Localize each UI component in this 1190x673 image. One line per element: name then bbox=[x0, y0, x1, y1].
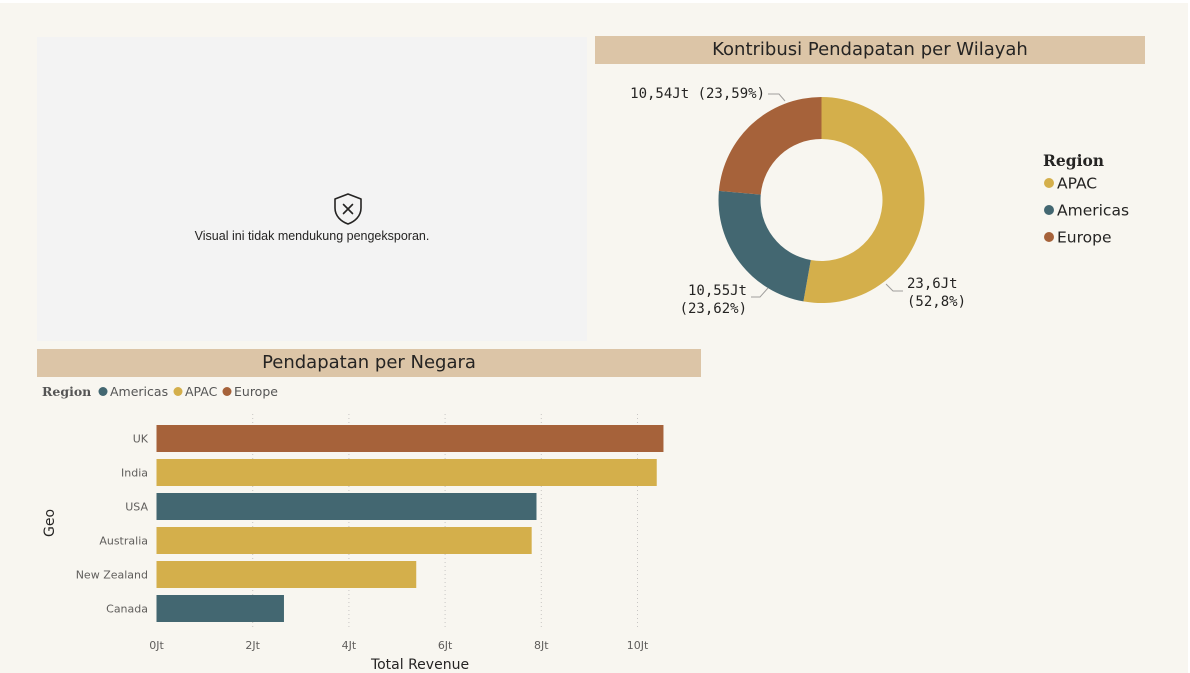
donut-leader-line bbox=[751, 287, 769, 298]
y-category-label: UK bbox=[133, 433, 149, 446]
bar-usa[interactable] bbox=[156, 493, 537, 520]
bar-canada[interactable] bbox=[156, 595, 284, 622]
donut-slice-europe[interactable] bbox=[718, 97, 822, 195]
y-category-label: New Zealand bbox=[76, 569, 148, 582]
donut-chart-title: Kontribusi Pendapatan per Wilayah bbox=[595, 36, 1145, 64]
bar-chart: Region Americas APAC Europe 0Jt 2Jt 4Jt 6Jt 8Jt 1… bbox=[42, 384, 664, 673]
bar-legend-title: Region bbox=[42, 384, 91, 399]
bar-legend-item-apac[interactable]: APAC bbox=[185, 384, 218, 399]
bar-legend-dot-apac bbox=[173, 387, 183, 396]
donut-data-label: 10,54Jt (23,59%) bbox=[630, 86, 765, 102]
bar-legend-item-americas[interactable]: Americas bbox=[110, 384, 168, 399]
legend-dot-americas bbox=[1044, 205, 1054, 215]
donut-legend-title: Region bbox=[1043, 151, 1104, 170]
donut-slice-americas[interactable] bbox=[718, 190, 811, 302]
bar-australia[interactable] bbox=[156, 527, 532, 554]
legend-item-americas[interactable]: Americas bbox=[1057, 202, 1129, 220]
donut-data-label: 23,6Jt bbox=[907, 276, 958, 292]
y-category-label: USA bbox=[125, 501, 148, 514]
donut-percent-label: (23,62%) bbox=[680, 301, 747, 317]
x-tick-label: 6Jt bbox=[438, 639, 453, 652]
y-category-label: Canada bbox=[106, 603, 148, 616]
legend-dot-apac bbox=[1044, 178, 1054, 188]
x-tick-label: 0Jt bbox=[149, 639, 164, 652]
legend-item-apac[interactable]: APAC bbox=[1057, 175, 1097, 193]
y-axis-title: Geo bbox=[42, 509, 58, 537]
bar-chart-title: Pendapatan per Negara bbox=[37, 349, 701, 377]
unsupported-visual-placeholder: Visual ini tidak mendukung pengeksporan. bbox=[37, 37, 587, 341]
legend-dot-europe bbox=[1044, 232, 1054, 242]
bar-uk[interactable] bbox=[156, 425, 664, 452]
x-tick-label: 10Jt bbox=[627, 639, 649, 652]
bar-legend-item-europe[interactable]: Europe bbox=[234, 384, 278, 399]
placeholder-message: Visual ini tidak mendukung pengeksporan. bbox=[194, 229, 430, 243]
donut-chart: 23,6Jt (52,8%) 10,55Jt (23,62%) 10,54Jt (23,… bbox=[630, 86, 1129, 317]
donut-leader-line bbox=[885, 283, 903, 292]
donut-slice-apac[interactable] bbox=[803, 97, 925, 303]
y-category-label: India bbox=[121, 467, 148, 480]
donut-leader-line bbox=[768, 93, 786, 102]
x-axis-title: Total Revenue bbox=[370, 657, 469, 673]
x-tick-label: 8Jt bbox=[534, 639, 549, 652]
bar-new-zealand[interactable] bbox=[156, 561, 417, 588]
donut-percent-label: (52,8%) bbox=[907, 294, 966, 310]
bar-legend-dot-americas bbox=[98, 387, 108, 396]
bar-legend-dot-europe bbox=[222, 387, 232, 396]
x-tick-label: 4Jt bbox=[342, 639, 357, 652]
shield-x-icon bbox=[334, 193, 362, 225]
donut-data-label: 10,55Jt bbox=[688, 283, 747, 299]
bar-india[interactable] bbox=[156, 459, 657, 486]
y-category-label: Australia bbox=[99, 535, 148, 548]
legend-item-europe[interactable]: Europe bbox=[1057, 229, 1112, 247]
x-tick-label: 2Jt bbox=[245, 639, 260, 652]
